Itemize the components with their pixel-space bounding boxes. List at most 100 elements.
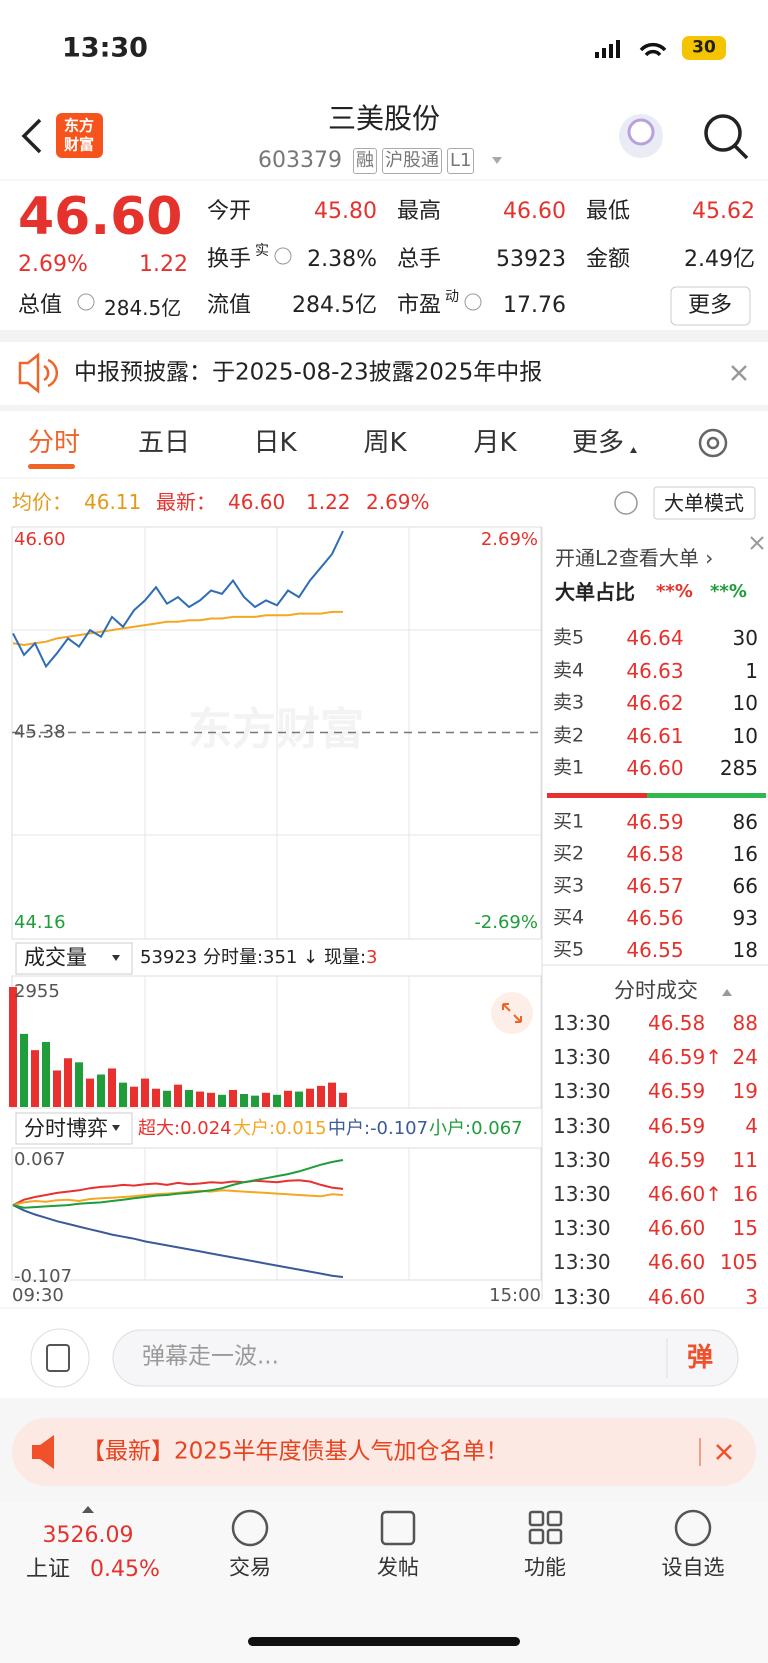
tab[interactable]: 更多 (571, 428, 625, 458)
trade-time: 13:30 (553, 1147, 611, 1172)
tab[interactable]: 日K (253, 428, 297, 458)
notice[interactable]: 中报预披露：于2025-08-23披露2025年中报 (74, 359, 543, 386)
danmaku-button[interactable]: 弹 (686, 1343, 714, 1373)
comment-icon[interactable] (30, 1328, 90, 1388)
help-icon[interactable] (614, 491, 638, 515)
separator (0, 330, 768, 342)
badge: 沪股通 (382, 148, 442, 174)
tab[interactable]: 月K (473, 428, 517, 458)
info-icon (274, 247, 292, 265)
dropdown-icon[interactable] (492, 157, 502, 164)
legend-entry: 大户:0.015 (233, 1118, 327, 1139)
close-icon[interactable] (716, 1444, 732, 1460)
book-volume: 1 (745, 658, 758, 683)
book-label: 卖3 (553, 691, 585, 714)
index-value[interactable]: 3526.09 (42, 1523, 134, 1548)
trades-title: 分时成交 (614, 978, 698, 1003)
last-label: 最新： (156, 490, 216, 514)
field-value: 45.80 (314, 199, 377, 224)
comment-input[interactable] (112, 1329, 739, 1387)
tab-bar-item[interactable]: 设自选 (661, 1555, 725, 1580)
wifi-icon (639, 42, 667, 57)
mode-button[interactable] (653, 486, 756, 520)
volume-now-label: 现量: (324, 947, 367, 968)
index-name[interactable]: 上证 (26, 1557, 71, 1582)
banner[interactable] (12, 1418, 756, 1486)
tab[interactable]: 周K (363, 428, 407, 458)
volume-total: 53923 (140, 947, 198, 968)
trade-price: 46.59 (648, 1079, 706, 1104)
book-price: 46.58 (626, 842, 684, 866)
last-price: 46.60 (18, 187, 183, 247)
volume-bar (196, 1091, 204, 1107)
y2-tick-label: -2.69% (474, 912, 538, 933)
tab-underline (28, 464, 75, 469)
trade-time: 13:30 (553, 1079, 611, 1104)
book-label: 卖1 (553, 756, 585, 779)
settings-icon[interactable] (698, 428, 728, 458)
ratio-label: 大单占比 (555, 580, 635, 604)
book-price: 46.56 (626, 906, 684, 930)
y-tick-label: 45.38 (14, 722, 66, 743)
tab[interactable]: 分时 (27, 428, 81, 458)
flow-title[interactable]: 分时博弈 (24, 1116, 108, 1141)
volume-now-volume: 3 (366, 947, 378, 968)
line (12, 610, 343, 647)
last-change: 1.22 (306, 490, 351, 514)
volume-grid (144, 976, 410, 1108)
tab-bar-item[interactable]: 交易 (229, 1555, 271, 1580)
close-icon[interactable] (750, 536, 764, 550)
function-icon[interactable] (528, 1510, 563, 1545)
close-icon[interactable] (731, 365, 747, 381)
logo-text: 财富 (63, 135, 95, 154)
x-tick-label: 09:30 (12, 1285, 64, 1306)
tab-bar-item[interactable]: 发帖 (377, 1555, 419, 1580)
y-tick-label: 44.16 (14, 912, 66, 933)
tab-bar (0, 1502, 768, 1663)
line (12, 1204, 344, 1278)
speaker-icon (18, 352, 40, 394)
volume-bar (97, 1074, 105, 1107)
volume-selector[interactable] (15, 942, 133, 975)
trade-price: 46.60 (648, 1284, 706, 1309)
volume-bar (53, 1070, 61, 1107)
sort-icon[interactable] (722, 989, 732, 996)
back-icon[interactable] (21, 118, 42, 154)
post-icon[interactable] (380, 1510, 416, 1546)
volume-title[interactable]: 成交量 (24, 945, 87, 970)
field-value: 46.60 (503, 199, 566, 224)
volume-bar (20, 1033, 28, 1107)
field-label: 今开 (207, 199, 252, 224)
comment-placeholder[interactable]: 弹幕走一波... (142, 1343, 279, 1370)
trade-volume: 105 (719, 1250, 758, 1275)
volume-bar (218, 1094, 226, 1107)
field-value: 45.62 (692, 199, 755, 224)
search-icon[interactable] (704, 114, 742, 152)
tab-bar-item[interactable]: 功能 (524, 1555, 566, 1580)
flow-selector[interactable] (15, 1112, 133, 1145)
mode-label[interactable]: 大单模式 (664, 491, 744, 515)
trade-time: 13:30 (553, 1250, 611, 1275)
bid-bar (647, 793, 766, 798)
trade-time: 13:30 (553, 1045, 611, 1070)
banner-text[interactable]: 【最新】2025半年度债基人气加仓名单！ (82, 1438, 509, 1465)
more-button[interactable] (670, 286, 751, 326)
status-time: 13:30 (62, 32, 148, 64)
logo-text: 东方 (63, 116, 95, 135)
expand-icon[interactable] (491, 992, 533, 1034)
l2-link[interactable]: 开通L2查看大单 › (555, 546, 714, 570)
x-tick-label: 15:00 (489, 1285, 541, 1306)
tab[interactable]: 五日 (137, 428, 191, 458)
trade-icon[interactable] (231, 1509, 269, 1547)
index-pct[interactable]: 0.45% (90, 1557, 160, 1582)
field-value: 53923 (496, 247, 566, 272)
line (12, 530, 344, 669)
more-button-label[interactable]: 更多 (687, 293, 733, 318)
watchlist-icon[interactable] (674, 1509, 712, 1547)
book-volume: 66 (732, 874, 758, 898)
volume-bar (273, 1094, 281, 1107)
volume-bar (130, 1086, 138, 1107)
field-value: 284.5亿 (292, 293, 377, 318)
book-price: 46.57 (626, 874, 684, 898)
speaker-wave (43, 358, 58, 388)
